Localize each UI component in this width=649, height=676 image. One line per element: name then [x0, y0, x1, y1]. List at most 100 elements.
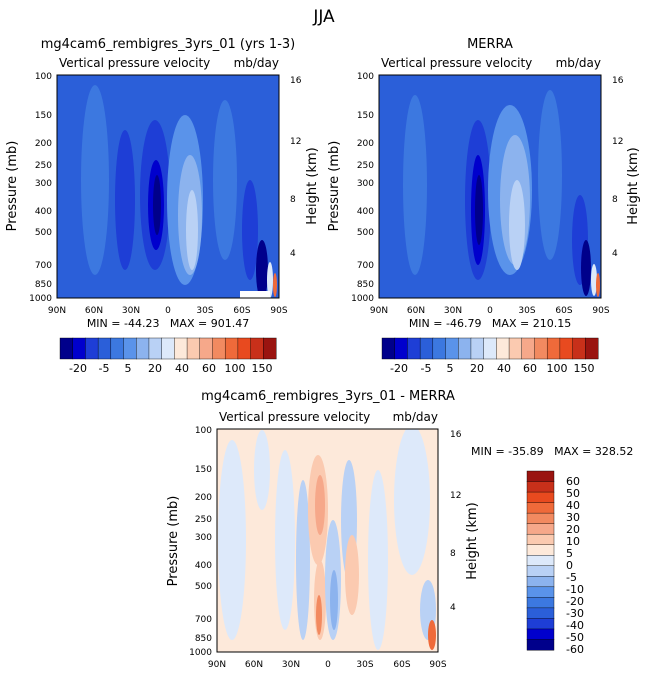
colorbar-label: -60 — [566, 643, 584, 656]
field-blob — [581, 240, 591, 296]
colorbar-label: 5 — [125, 362, 132, 375]
y-tick-label: 150 — [357, 111, 374, 121]
field-blob — [81, 85, 109, 275]
x-tick-label: 60S — [393, 660, 410, 670]
colorbar-swatch — [72, 337, 86, 360]
panel-diff-xticks: 90N 60N 30N 0 30S 60S 90S — [208, 660, 447, 670]
panel-right-xticks: 90N 60N 30N 0 30S 60S 90S — [370, 306, 610, 316]
panel-right-yticks: 100 150 200 250 300 400 500 700 850 1000 — [351, 72, 374, 304]
y-tick-label: 500 — [357, 228, 374, 238]
x-tick-label: 30N — [444, 306, 462, 316]
colorbar-label: -40 — [566, 619, 584, 632]
y-tick-label: 100 — [195, 426, 212, 436]
x-tick-label: 30S — [356, 660, 373, 670]
colorbar-swatch — [526, 523, 555, 535]
colorbar-label: 100 — [547, 362, 568, 375]
colorbar-swatch — [559, 337, 574, 360]
colorbar-label: 100 — [225, 362, 246, 375]
y2-tick-label: 4 — [612, 249, 618, 259]
panel-right-y2ticks: 16 12 8 4 — [612, 76, 624, 259]
field-blob — [368, 470, 388, 650]
colorbar-swatch — [263, 337, 277, 360]
colorbar-swatch — [526, 607, 555, 619]
y-tick-label: 1000 — [189, 648, 212, 658]
panel-diff-stats: MIN = -35.89 MAX = 328.52 — [471, 445, 633, 458]
colorbar-swatch — [526, 544, 555, 556]
colorbar-swatch — [526, 470, 555, 483]
y-tick-label: 1000 — [29, 294, 52, 304]
colorbar-swatch — [97, 337, 112, 360]
y2-tick-label: 4 — [450, 603, 456, 613]
panel-diff: mg4cam6_rembigres_3yrs_01 - MERRA Vertic… — [166, 389, 633, 670]
y-tick-label: 850 — [357, 280, 374, 290]
colorbar-swatch — [199, 337, 213, 360]
y-tick-label: 200 — [35, 139, 52, 149]
panel-right-frame — [378, 74, 602, 299]
panel-right-stats: MIN = -46.79 MAX = 210.15 — [409, 317, 571, 330]
panel-diff-ylabel: Pressure (mb) — [166, 496, 181, 587]
colorbar-left — [59, 337, 277, 360]
panel-diff-y2ticks: 16 12 8 4 — [450, 430, 462, 613]
colorbar-label: -5 — [566, 571, 577, 584]
colorbar-label: -5 — [421, 362, 432, 375]
y-tick-label: 400 — [195, 561, 212, 571]
colorbar-diff-labels: 60 50 40 30 20 10 5 0 -5 -10 -20 -30 -40… — [566, 475, 584, 656]
panel-right: MERRA Vertical pressure velocity mb/day … — [327, 37, 641, 330]
y2-tick-label: 12 — [612, 137, 623, 147]
y-tick-label: 400 — [357, 207, 374, 217]
colorbar-swatch — [526, 533, 555, 546]
colorbar-diff — [526, 470, 555, 651]
field-blob — [394, 429, 430, 575]
panel-left-frame — [56, 74, 280, 299]
colorbar-swatch — [526, 565, 555, 577]
colorbar-swatch — [381, 337, 396, 360]
colorbar-swatch — [526, 512, 555, 525]
panel-diff-frame — [216, 428, 439, 653]
colorbar-label: 60 — [523, 362, 537, 375]
y-tick-label: 300 — [357, 179, 374, 189]
field-blob — [345, 535, 359, 615]
colorbar-right-labels: -20 -5 5 20 40 60 100 150 — [390, 362, 594, 375]
colorbar-swatch — [186, 337, 201, 360]
y-tick-label: 500 — [195, 582, 212, 592]
y2-tick-label: 16 — [612, 76, 624, 86]
panel-left-yticks: 100 150 200 250 300 400 500 700 850 1000 — [29, 72, 52, 304]
y-tick-label: 500 — [35, 228, 52, 238]
colorbar-label: 40 — [497, 362, 511, 375]
y-tick-label: 300 — [195, 533, 212, 543]
colorbar-swatch — [458, 337, 472, 360]
y-tick-label: 200 — [357, 139, 374, 149]
colorbar-swatch — [59, 337, 74, 360]
colorbar-swatch — [585, 337, 599, 360]
y-tick-label: 700 — [35, 261, 52, 271]
colorbar-label: -20 — [390, 362, 408, 375]
colorbar-label: 20 — [148, 362, 162, 375]
colorbar-swatch — [85, 337, 99, 360]
panel-left-xticks: 90N 60N 30N 0 30S 60S 90S — [48, 306, 288, 316]
panel-right-subtitle-right: mb/day — [556, 56, 601, 70]
colorbar-swatch — [521, 337, 535, 360]
x-tick-label: 90S — [592, 306, 609, 316]
colorbar-swatch — [496, 337, 510, 360]
x-tick-label: 60S — [233, 306, 250, 316]
panel-left-subtitle-right: mb/day — [234, 56, 279, 70]
x-tick-label: 60N — [245, 660, 263, 670]
field-blob — [275, 450, 295, 630]
colorbar-label: 50 — [566, 487, 580, 500]
y2-tick-label: 12 — [290, 137, 301, 147]
panel-right-title: MERRA — [467, 37, 513, 52]
y-tick-label: 700 — [357, 261, 374, 271]
x-tick-label: 90N — [370, 306, 388, 316]
colorbar-swatch — [148, 337, 163, 360]
colorbar-swatch — [526, 481, 555, 493]
colorbar-label: 30 — [566, 511, 580, 524]
colorbar-label: 40 — [175, 362, 189, 375]
panel-right-field — [379, 75, 601, 298]
colorbar-label: 5 — [447, 362, 454, 375]
colorbar-label: -20 — [69, 362, 87, 375]
y-tick-label: 850 — [35, 280, 52, 290]
colorbar-swatch — [526, 639, 555, 651]
colorbar-label: -5 — [99, 362, 110, 375]
colorbar-left-labels: -20 -5 5 20 40 60 100 150 — [69, 362, 272, 375]
colorbar-label: 150 — [574, 362, 595, 375]
